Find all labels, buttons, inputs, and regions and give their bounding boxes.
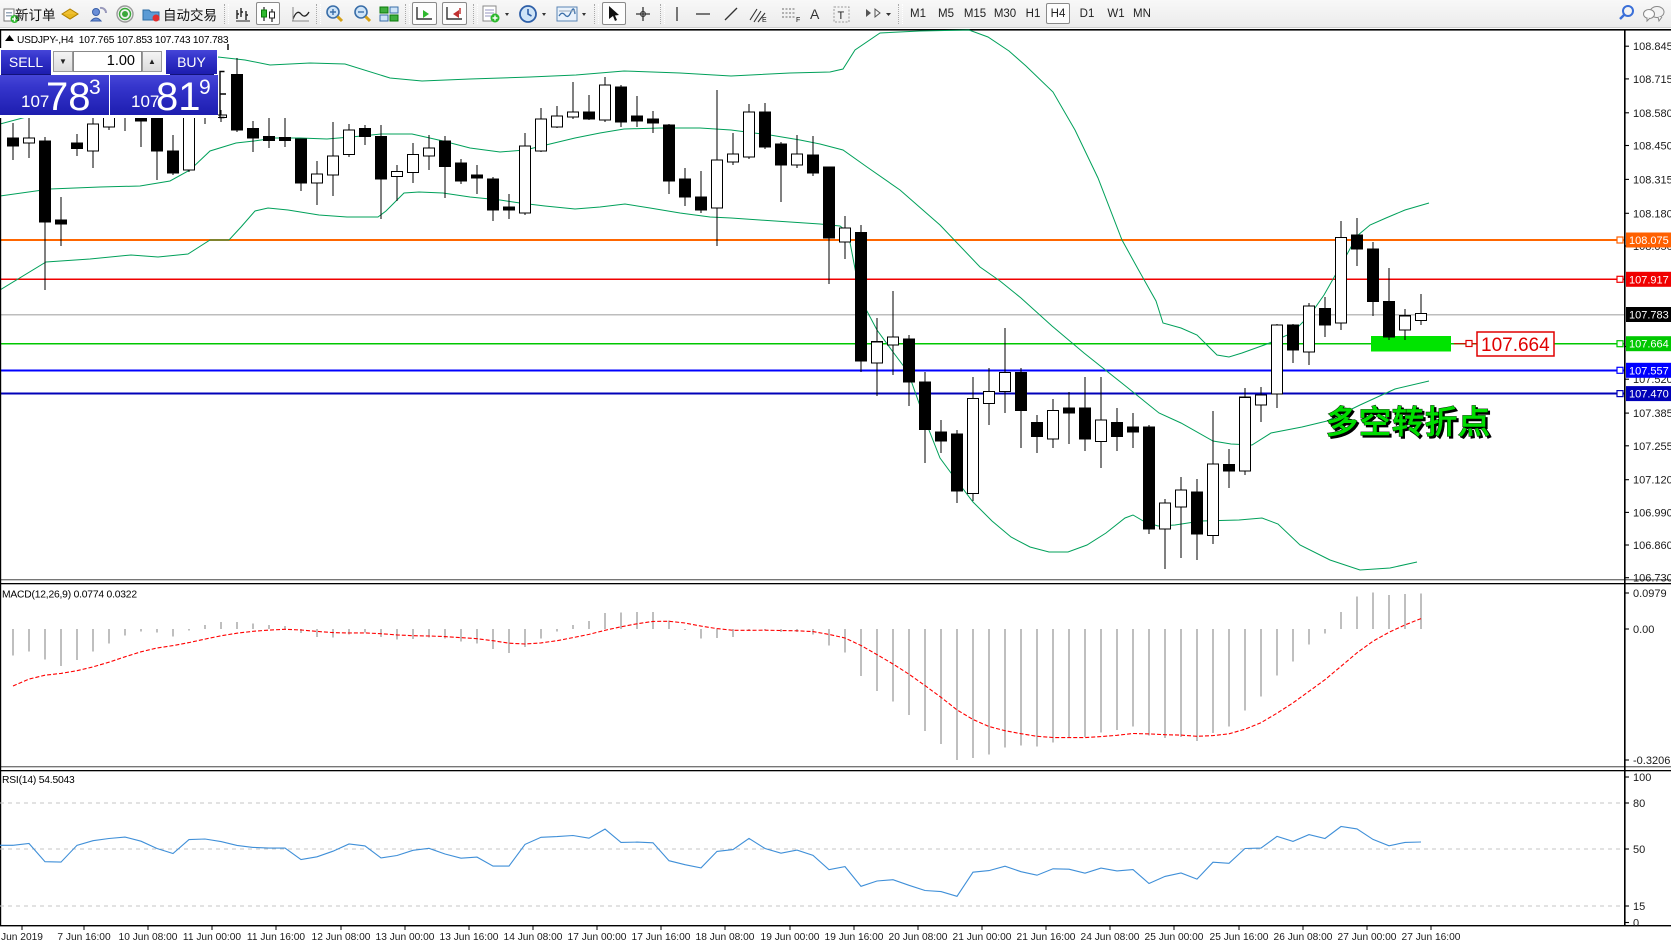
svg-text:107.120: 107.120 [1633, 475, 1671, 487]
svg-text:107.664: 107.664 [1481, 335, 1550, 356]
svg-text:20 Jun 08:00: 20 Jun 08:00 [889, 932, 948, 943]
svg-text:107.255: 107.255 [1633, 441, 1671, 453]
svg-text:100: 100 [1633, 772, 1651, 784]
svg-text:107.385: 107.385 [1633, 408, 1671, 420]
svg-text:106.990: 106.990 [1633, 507, 1671, 519]
svg-text:108.180: 108.180 [1633, 208, 1671, 220]
svg-text:108.315: 108.315 [1633, 174, 1671, 186]
svg-text:18 Jun 08:00: 18 Jun 08:00 [696, 932, 755, 943]
svg-text:107.783: 107.783 [1629, 310, 1669, 322]
svg-text:多空转折点: 多空转折点 [1326, 404, 1491, 440]
svg-text:21 Jun 16:00: 21 Jun 16:00 [1017, 932, 1076, 943]
svg-text:50: 50 [1633, 844, 1645, 856]
svg-text:14 Jun 08:00: 14 Jun 08:00 [504, 932, 563, 943]
svg-text:11 Jun 00:00: 11 Jun 00:00 [183, 932, 241, 943]
svg-text:13 Jun 00:00: 13 Jun 00:00 [376, 932, 435, 943]
svg-text:RSI(14) 54.5043: RSI(14) 54.5043 [2, 775, 75, 786]
svg-text:107.470: 107.470 [1629, 389, 1669, 401]
svg-text:24 Jun 08:00: 24 Jun 08:00 [1081, 932, 1140, 943]
svg-text:17 Jun 16:00: 17 Jun 16:00 [632, 932, 691, 943]
svg-text:107.664: 107.664 [1629, 339, 1669, 351]
svg-text:21 Jun 00:00: 21 Jun 00:00 [953, 932, 1012, 943]
svg-text:MACD(12,26,9) 0.0774 0.0322: MACD(12,26,9) 0.0774 0.0322 [2, 590, 137, 601]
svg-text:107.917: 107.917 [1629, 274, 1669, 286]
svg-text:25 Jun 00:00: 25 Jun 00:00 [1145, 932, 1204, 943]
svg-text:19 Jun 00:00: 19 Jun 00:00 [761, 932, 820, 943]
svg-text:106.860: 106.860 [1633, 540, 1671, 552]
svg-text:27 Jun 16:00: 27 Jun 16:00 [1402, 932, 1461, 943]
svg-text:108.075: 108.075 [1629, 235, 1669, 247]
svg-text:108.845: 108.845 [1633, 41, 1671, 53]
svg-text:0.0979: 0.0979 [1633, 588, 1667, 600]
svg-text:0.00: 0.00 [1633, 624, 1654, 636]
svg-text:F: F [796, 17, 800, 24]
svg-text:108.450: 108.450 [1633, 141, 1671, 153]
svg-text:7 Jun 16:00: 7 Jun 16:00 [57, 932, 111, 943]
svg-text:107.557: 107.557 [1629, 365, 1669, 377]
svg-text:12 Jun 08:00: 12 Jun 08:00 [312, 932, 371, 943]
svg-text:Jun 2019: Jun 2019 [1, 932, 43, 943]
svg-text:-0.3206: -0.3206 [1633, 755, 1670, 767]
svg-text:108.715: 108.715 [1633, 74, 1671, 86]
svg-text:USDJPY-,H4 107.765 107.853 10: USDJPY-,H4 107.765 107.853 107.743 107.7… [17, 35, 229, 46]
svg-text:27 Jun 00:00: 27 Jun 00:00 [1338, 932, 1397, 943]
svg-text:25 Jun 16:00: 25 Jun 16:00 [1210, 932, 1269, 943]
svg-text:15: 15 [1633, 901, 1645, 913]
svg-text:11 Jun 16:00: 11 Jun 16:00 [247, 932, 305, 943]
svg-text:19 Jun 16:00: 19 Jun 16:00 [825, 932, 884, 943]
svg-text:0: 0 [1633, 918, 1639, 930]
svg-text:T: T [838, 10, 845, 22]
svg-text:106.730: 106.730 [1633, 573, 1671, 585]
svg-text:13 Jun 16:00: 13 Jun 16:00 [440, 932, 499, 943]
svg-text:10 Jun 08:00: 10 Jun 08:00 [119, 932, 178, 943]
svg-text:80: 80 [1633, 798, 1645, 810]
svg-text:17 Jun 00:00: 17 Jun 00:00 [568, 932, 627, 943]
svg-text:E: E [762, 17, 767, 24]
svg-text:108.580: 108.580 [1633, 108, 1671, 120]
svg-text:26 Jun 08:00: 26 Jun 08:00 [1274, 932, 1333, 943]
